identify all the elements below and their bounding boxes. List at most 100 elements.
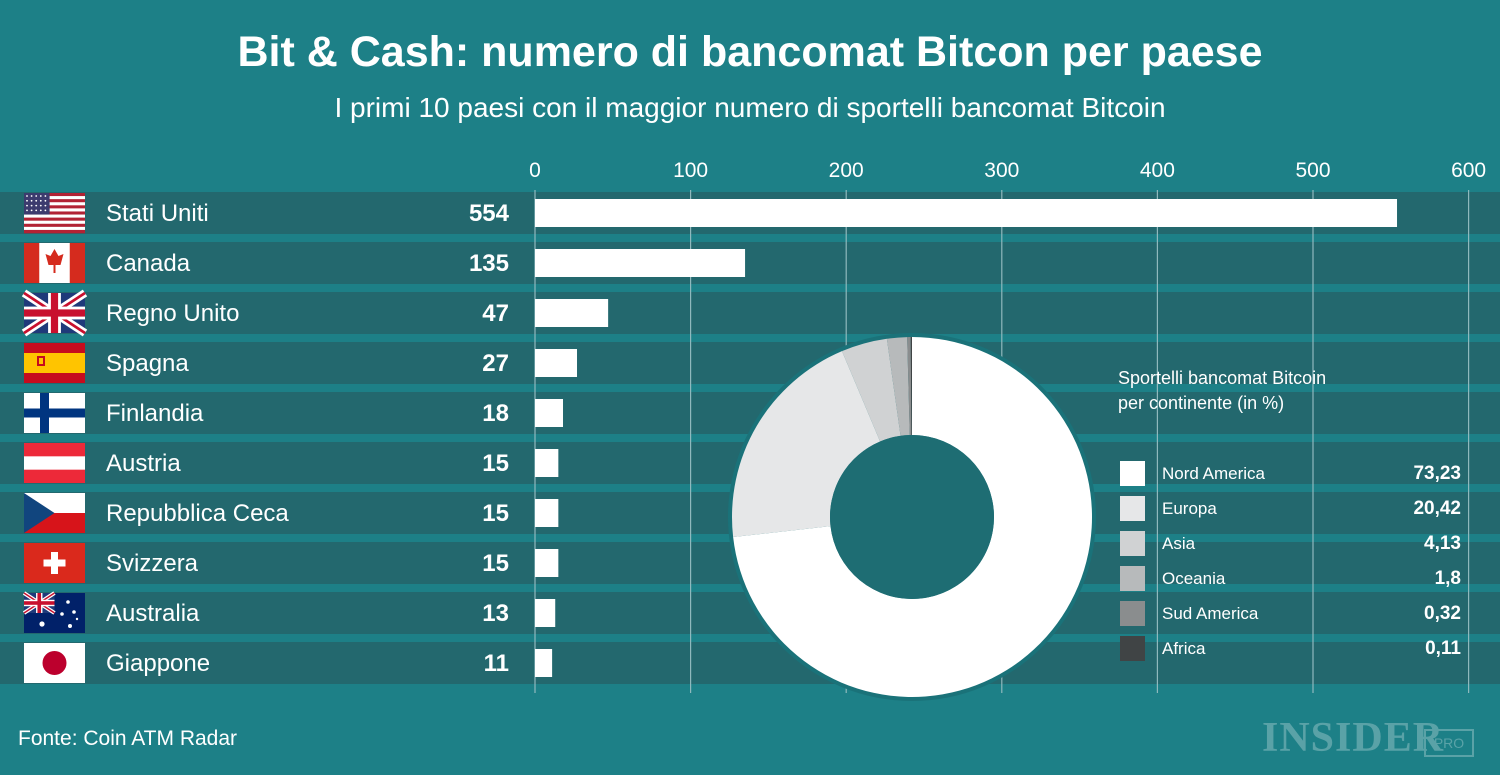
bar: [535, 549, 559, 577]
source-note: Fonte: Coin ATM Radar: [18, 727, 238, 750]
flag-part: [26, 204, 28, 207]
legend-value: 4,13: [1424, 533, 1461, 554]
flag-part: [24, 196, 85, 200]
country-label: Regno Unito: [106, 300, 239, 327]
flag-part: [39, 209, 42, 212]
value-label: 15: [482, 550, 509, 577]
flag-spain-icon: [24, 343, 85, 383]
value-label: 15: [482, 450, 509, 477]
legend-swatch: [1120, 531, 1145, 556]
bar: [535, 499, 559, 527]
flag-part: [24, 493, 55, 533]
flag-japan-icon: [24, 643, 85, 683]
flag-part: [24, 202, 85, 206]
brand-tag: PRO: [1424, 729, 1474, 757]
flag-part: [24, 199, 85, 203]
flag-part: [24, 456, 85, 470]
value-label: 18: [482, 400, 509, 427]
flag-part: [69, 243, 85, 283]
country-label: Finlandia: [106, 400, 204, 427]
legend-swatch: [1120, 496, 1145, 521]
flag-part: [24, 353, 85, 373]
flag-part: [24, 408, 85, 418]
flag-part: [30, 209, 33, 212]
flag-part: [24, 214, 85, 218]
legend-swatch: [1120, 566, 1145, 591]
x-tick-label: 100: [673, 159, 708, 182]
flag-part: [60, 612, 64, 616]
flag-part: [30, 204, 33, 207]
legend-value: 0,32: [1424, 603, 1461, 624]
flag-part: [39, 204, 42, 207]
legend-label: Europa: [1162, 499, 1217, 518]
legend-swatch: [1120, 461, 1145, 486]
value-label: 27: [482, 350, 509, 377]
legend-value: 20,42: [1413, 498, 1461, 519]
flag-part: [45, 249, 64, 273]
bar: [535, 299, 609, 327]
bar: [535, 599, 556, 627]
flag-part: [35, 204, 38, 207]
flag-part: [26, 195, 28, 197]
flag-part: [24, 208, 85, 212]
country-label: Australia: [106, 600, 200, 627]
flag-part: [39, 195, 42, 197]
flag-usa-icon: [24, 193, 85, 234]
flag-part: [39, 621, 45, 627]
flag-part: [44, 209, 47, 212]
flag-part: [24, 193, 50, 215]
flag-part: [42, 651, 67, 675]
flag-canada-icon: [24, 243, 85, 283]
bar: [535, 249, 746, 277]
flag-part: [26, 199, 28, 202]
flag-czech-icon: [24, 493, 85, 533]
flag-part: [66, 600, 70, 604]
donut-slice: [907, 337, 912, 436]
value-label: 11: [484, 650, 509, 677]
flag-part: [35, 195, 38, 197]
flag-part: [72, 610, 76, 614]
legend-swatch: [1120, 636, 1145, 661]
country-label: Canada: [106, 250, 191, 277]
value-label: 15: [482, 500, 509, 527]
flag-part: [44, 195, 47, 197]
country-label: Repubblica Ceca: [106, 500, 289, 527]
flag-part: [68, 624, 72, 628]
chart-subtitle: I primi 10 paesi con il maggior numero d…: [334, 92, 1166, 123]
flag-part: [35, 199, 38, 202]
legend-label: Oceania: [1162, 569, 1226, 588]
legend-value: 1,8: [1435, 568, 1461, 589]
flag-part: [24, 223, 85, 228]
legend-label: Africa: [1162, 639, 1206, 658]
bar: [535, 199, 1398, 227]
donut-slice: [733, 337, 1092, 698]
row-stripe: [0, 342, 1500, 384]
flag-part: [24, 309, 85, 317]
flag-part: [24, 205, 85, 209]
flag-austria-icon: [24, 443, 85, 483]
x-tick-label: 0: [529, 159, 541, 182]
flag-part: [24, 193, 85, 197]
x-tick-label: 400: [1140, 159, 1175, 182]
country-label: Giappone: [106, 650, 210, 677]
flag-part: [39, 199, 42, 202]
flag-part: [39, 358, 43, 364]
legend-title: per continente (in %): [1118, 393, 1284, 413]
row-stripe: [0, 392, 1500, 434]
value-label: 13: [482, 600, 509, 627]
country-label: Stati Uniti: [106, 200, 209, 227]
flag-part: [24, 220, 85, 225]
donut-slice: [910, 337, 912, 436]
x-tick-label: 200: [829, 159, 864, 182]
chart-title: Bit & Cash: numero di bancomat Bitcon pe…: [237, 28, 1263, 76]
flag-part: [75, 617, 79, 621]
donut-slice: [732, 351, 881, 538]
value-label: 47: [482, 300, 509, 327]
legend-label: Sud America: [1162, 604, 1259, 623]
flag-finland-icon: [24, 393, 85, 433]
bar: [535, 399, 564, 427]
flag-part: [24, 601, 55, 605]
flag-part: [44, 199, 47, 202]
legend-title: Sportelli bancomat Bitcoin: [1118, 368, 1326, 388]
